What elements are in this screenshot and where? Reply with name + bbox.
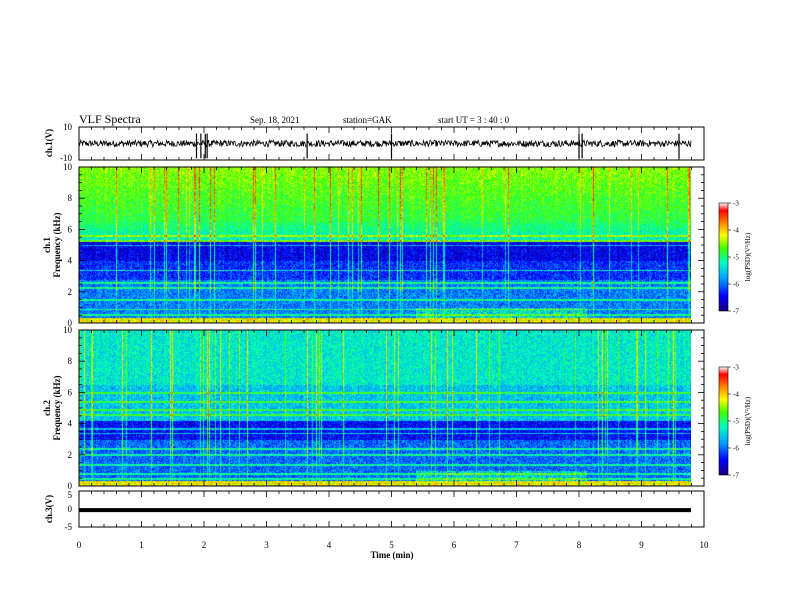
time-tick-label: 9 <box>639 540 644 550</box>
freq-tick-label: 4 <box>68 419 73 429</box>
ch2-colorbar-label: log(PSD)(V²/Hz) <box>744 396 752 445</box>
colorbar-tick-label: -5 <box>733 418 739 426</box>
ch1-spectrogram-panel: 0 2 4 6 8 10 ch.1 Frequency (kHz) -3 -4 -5 -6 -7 … <box>42 162 752 328</box>
ch1-spectrogram-ylabel-2: Frequency (kHz) <box>52 212 62 277</box>
colorbar-tick-label: -6 <box>733 281 739 289</box>
colorbar-tick-label: -7 <box>733 472 739 480</box>
time-tick-label: 7 <box>514 540 519 550</box>
header-start-ut: start UT = 3 : 40 : 0 <box>438 115 510 125</box>
colorbar-tick-label: -4 <box>733 391 739 399</box>
ch2-spectrogram-ylabel-2: Frequency (kHz) <box>52 375 62 440</box>
ch1-waveform-ylabel: ch.1(V) <box>44 129 54 157</box>
time-tick-label: 6 <box>452 540 457 550</box>
ch2-spectrogram-panel: 0 2 4 6 8 10 ch.2 Frequency (kHz) -3 -4 -5 -6 -7 … <box>42 325 752 491</box>
ch2-spectrogram-yticks: 0 2 4 6 8 10 <box>63 325 704 491</box>
time-tick-label: 1 <box>139 540 144 550</box>
ch1-colorbar-bar <box>718 202 729 312</box>
time-axis-label: Time (min) <box>370 550 413 560</box>
figure-title: VLF Spectra <box>79 112 141 126</box>
ch1-waveform-panel: 10 -10 ch.1(V) <box>44 122 705 163</box>
time-tick-label: 3 <box>264 540 269 550</box>
ch3-ytick-top: 5 <box>68 490 73 500</box>
freq-tick-label: 6 <box>68 224 73 234</box>
colorbar-tick-label: -3 <box>733 200 739 208</box>
time-tick-label: 2 <box>202 540 207 550</box>
ch1-colorbar-ticks: -3 -4 -5 -6 -7 <box>728 200 739 316</box>
ch1-spectrogram-image <box>79 167 691 323</box>
ch1-spectrogram-image-holder <box>79 167 691 323</box>
ch2-colorbar-ticks: -3 -4 -5 -6 -7 <box>728 364 739 480</box>
ch1-colorbar-label: log(PSD)(V²/Hz) <box>744 232 752 281</box>
colorbar-tick-label: -7 <box>733 308 739 316</box>
freq-tick-label: 10 <box>63 162 73 172</box>
ch3-ytick-mid: 0 <box>68 504 73 514</box>
freq-tick-label: 2 <box>68 287 73 297</box>
ch2-colorbar: -3 -4 -5 -6 -7 log(PSD)(V²/Hz) <box>718 364 752 480</box>
time-tick-label: 8 <box>577 540 582 550</box>
ch1-ytick-top: 10 <box>63 122 73 132</box>
freq-tick-label: 4 <box>68 256 73 266</box>
time-tick-label: 10 <box>700 540 710 550</box>
ch1-spectrogram-ylabel-1: ch.1 <box>42 237 52 253</box>
ch2-colorbar-bar <box>718 366 729 476</box>
colorbar-tick-label: -4 <box>733 227 739 235</box>
ch1-ytick-bottom: -10 <box>60 153 72 163</box>
ch2-spectrogram-image-holder <box>79 330 691 486</box>
ch3-waveform-panel: 5 0 -5 ch.3(V) <box>44 490 705 532</box>
time-tick-label: 0 <box>77 540 82 550</box>
ch1-waveform-line <box>78 138 692 149</box>
ch2-spectrogram-ylabel-1: ch.2 <box>42 400 52 416</box>
freq-tick-label: 8 <box>68 193 73 203</box>
time-axis-ticks <box>78 127 705 527</box>
header-date: Sep. 18, 2021 <box>250 115 300 125</box>
freq-tick-label: 2 <box>68 450 73 460</box>
header-station: station=GAK <box>343 115 392 125</box>
time-axis-labels: 0 1 2 3 4 5 6 7 8 9 10 <box>77 540 709 550</box>
freq-tick-label: 10 <box>63 325 73 335</box>
ch1-spectrogram-yticks: 0 2 4 6 8 10 <box>63 162 704 328</box>
freq-tick-label: 0 <box>68 318 73 328</box>
colorbar-tick-label: -5 <box>733 254 739 262</box>
ch1-colorbar: -3 -4 -5 -6 -7 log(PSD)(V²/Hz) <box>718 200 752 316</box>
freq-tick-label: 6 <box>68 387 73 397</box>
time-tick-label: 4 <box>327 540 332 550</box>
freq-tick-label: 0 <box>68 481 73 491</box>
colorbar-tick-label: -6 <box>733 445 739 453</box>
colorbar-tick-label: -3 <box>733 364 739 372</box>
ch2-spectrogram-image <box>79 330 691 486</box>
ch3-ytick-bottom: -5 <box>65 522 73 532</box>
ch3-waveform-ylabel: ch.3(V) <box>44 495 54 523</box>
time-tick-label: 5 <box>389 540 394 550</box>
freq-tick-label: 8 <box>68 356 73 366</box>
